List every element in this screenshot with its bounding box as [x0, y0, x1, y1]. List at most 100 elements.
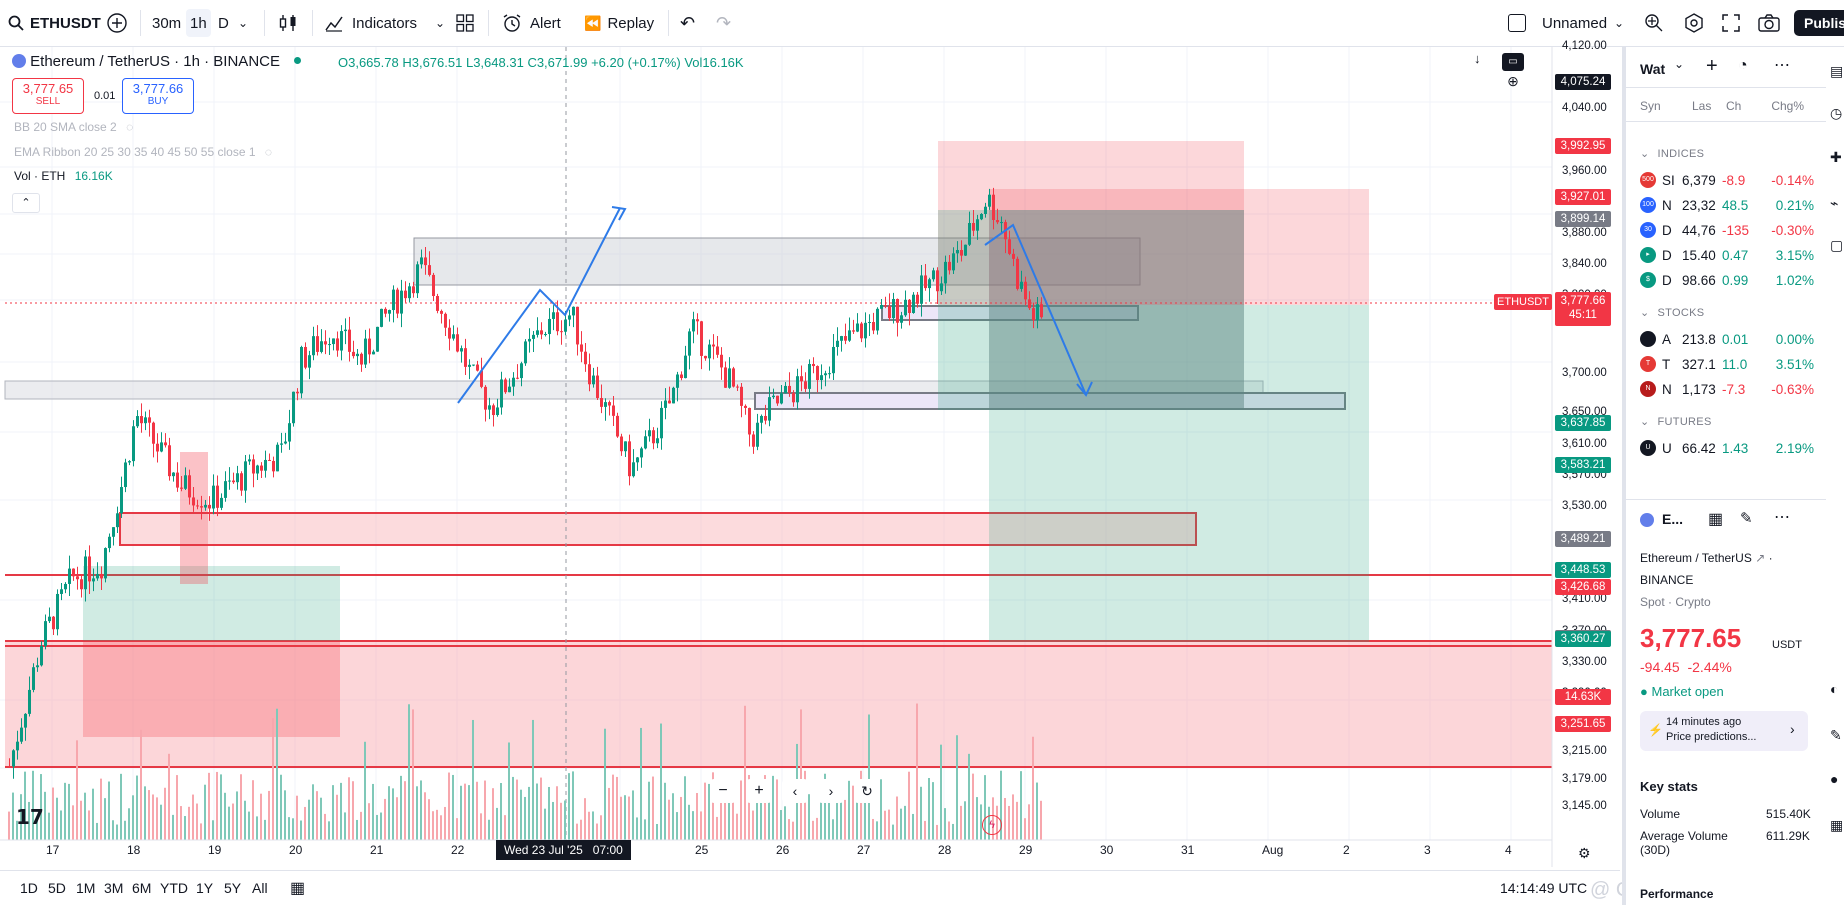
range-button-1m[interactable]: 1M: [76, 880, 96, 896]
watchlist-row[interactable]: 500 SI 6,379 -8.9 -0.14%: [1640, 169, 1822, 191]
screenshot-frame-icon[interactable]: ▭: [1502, 53, 1524, 71]
short-position-stop-a[interactable]: [938, 141, 1244, 305]
add-plus-circle-icon[interactable]: ⊕: [1507, 73, 1519, 89]
projection-arrow-up[interactable]: [457, 207, 621, 404]
range-button-6m[interactable]: 6M: [132, 880, 152, 896]
tradingview-logo-icon[interactable]: 17: [16, 805, 44, 829]
indicator-volume[interactable]: Vol · ETH 16.16K: [14, 169, 113, 183]
scroll-left-chevron-icon[interactable]: ‹: [782, 779, 808, 803]
hotlist-icon[interactable]: ●: [1830, 771, 1839, 787]
section-chevron-icon[interactable]: ⌄: [1640, 307, 1650, 319]
section-title[interactable]: FUTURES: [1657, 416, 1712, 428]
col-change-pct[interactable]: Chg%: [1771, 99, 1804, 113]
interval-1h[interactable]: 1h: [186, 9, 211, 37]
range-button-1y[interactable]: 1Y: [196, 880, 214, 896]
range-button-5d[interactable]: 5D: [48, 880, 66, 896]
projection-arrow-down[interactable]: [984, 223, 1087, 396]
indicator-ema[interactable]: EMA Ribbon 20 25 30 35 40 45 50 55 close…: [14, 145, 272, 159]
range-button-5y[interactable]: 5Y: [224, 880, 242, 896]
settings-gear-icon[interactable]: [1684, 0, 1704, 46]
details-edit-icon[interactable]: ✎: [1740, 510, 1753, 527]
quick-search-icon[interactable]: [1644, 0, 1664, 46]
watchlist-row[interactable]: ▸ D 15.40 0.47 3.15%: [1640, 244, 1822, 266]
lightning-icon[interactable]: ϟ: [982, 815, 1002, 835]
purple-box-3774[interactable]: [881, 305, 1139, 321]
zoom-in-plus-icon[interactable]: +: [746, 779, 772, 803]
col-change[interactable]: Ch: [1726, 99, 1742, 113]
small-zone[interactable]: [180, 452, 208, 584]
watchlist-panel-icon[interactable]: ▤: [1830, 63, 1844, 79]
range-button-3m[interactable]: 3M: [104, 880, 124, 896]
undo-icon[interactable]: ↶: [680, 12, 696, 33]
watchlist-row[interactable]: A 213.8 0.01 0.00%: [1640, 328, 1822, 350]
calendar-panel-icon[interactable]: ▢: [1830, 237, 1844, 253]
range-button-all[interactable]: All: [252, 880, 268, 896]
add-symbol-plus-icon[interactable]: +: [1706, 55, 1718, 77]
candles-icon[interactable]: [278, 0, 298, 46]
calendar-goto-date-icon[interactable]: ▦: [290, 880, 306, 897]
more-options-icon[interactable]: ⋯: [1774, 57, 1790, 74]
watchlist-section[interactable]: ⌄ INDICES: [1640, 147, 1704, 160]
section-title[interactable]: STOCKS: [1657, 307, 1705, 319]
watchlist-row[interactable]: N N 1,173 -7.3 -0.63%: [1640, 378, 1822, 400]
eye-crossed-icon[interactable]: ◌: [126, 120, 134, 134]
details-grid-icon[interactable]: ▦: [1708, 511, 1724, 528]
section-title[interactable]: INDICES: [1657, 148, 1705, 160]
redo-icon[interactable]: ↷: [716, 12, 732, 33]
pine-icon[interactable]: ▦: [1830, 817, 1844, 833]
axis-settings-gear-icon[interactable]: ⚙: [1578, 845, 1591, 861]
watchlist-chevron-down-icon[interactable]: ⌄: [1674, 57, 1685, 71]
templates-icon[interactable]: [456, 0, 474, 46]
compare-plus-icon[interactable]: [106, 0, 128, 46]
watchlist-section[interactable]: ⌄ STOCKS: [1640, 306, 1704, 319]
camera-icon[interactable]: [1758, 0, 1780, 46]
replay-button[interactable]: ⏪ Replay: [584, 0, 654, 46]
chat-panel-icon[interactable]: ✚: [1830, 149, 1842, 165]
alert-button[interactable]: Alert: [502, 0, 561, 46]
reset-chart-icon[interactable]: ↻: [854, 779, 880, 803]
layout-checkbox[interactable]: [1508, 0, 1526, 46]
buy-button[interactable]: 3,777.66 BUY: [122, 78, 194, 114]
long-position-stop[interactable]: [83, 641, 340, 737]
demand-zone-red[interactable]: [5, 642, 1552, 767]
advanced-view-icon[interactable]: ◔: [1738, 57, 1748, 74]
short-position-target-b[interactable]: [989, 305, 1369, 642]
details-symbol[interactable]: E...: [1662, 511, 1684, 527]
symbol-search[interactable]: ETHUSDT: [8, 0, 101, 46]
indicators-button[interactable]: Indicators ⌄: [324, 0, 445, 46]
watchlist-row[interactable]: T T 327.1 11.0 3.51%: [1640, 353, 1822, 375]
interval-chevron-down-icon[interactable]: ⌄: [238, 16, 249, 30]
collapse-legend-chevron-up-icon[interactable]: ⌃: [12, 193, 40, 213]
details-more-icon[interactable]: ⋯: [1774, 509, 1790, 526]
help-icon[interactable]: ◐: [1830, 681, 1839, 697]
range-button-ytd[interactable]: YTD: [160, 880, 188, 896]
fullscreen-icon[interactable]: [1722, 0, 1740, 46]
long-position-profit[interactable]: [83, 566, 340, 641]
scroll-down-arrow-icon[interactable]: ↓: [1474, 51, 1481, 66]
eye-crossed-icon[interactable]: ◌: [264, 145, 272, 159]
watchlist-section[interactable]: ⌄ FUTURES: [1640, 415, 1712, 428]
scroll-right-chevron-icon[interactable]: ›: [818, 779, 844, 803]
layout-name[interactable]: Unnamed: [1542, 14, 1608, 32]
layout-chevron-down-icon[interactable]: ⌄: [1614, 16, 1625, 30]
alerts-panel-icon[interactable]: ◷: [1830, 105, 1843, 121]
external-link-icon[interactable]: ↗: [1755, 551, 1766, 565]
publish-button[interactable]: Publis: [1794, 10, 1844, 36]
col-symbol[interactable]: Syn: [1640, 99, 1661, 113]
notes-icon[interactable]: ✎: [1830, 727, 1842, 743]
watchlist-row[interactable]: $ D 98.66 0.99 1.02%: [1640, 269, 1822, 291]
short-position-stop-b[interactable]: [989, 189, 1369, 305]
clock-time[interactable]: 14:14:49 UTC: [1500, 880, 1588, 896]
zoom-out-minus-icon[interactable]: −: [710, 779, 736, 803]
section-chevron-icon[interactable]: ⌄: [1640, 148, 1650, 160]
watchlist-row[interactable]: 30 D 44,76 -135 -0.30%: [1640, 219, 1822, 241]
section-chevron-icon[interactable]: ⌄: [1640, 416, 1650, 428]
supply-box-3489[interactable]: [119, 512, 1197, 546]
chart-area[interactable]: Ethereum / TetherUS · 1h · BINANCE O3,66…: [0, 40, 1620, 867]
watchlist-row[interactable]: 100 N 23,32 48.5 0.21%: [1640, 194, 1822, 216]
range-button-1d[interactable]: 1D: [20, 880, 38, 896]
watchlist-title[interactable]: Wat: [1640, 61, 1666, 77]
watchlist-row[interactable]: U U 66.42 1.43 2.19%: [1640, 437, 1822, 459]
indicator-bb[interactable]: BB 20 SMA close 2 ◌: [14, 120, 133, 134]
interval-d[interactable]: D: [218, 14, 229, 32]
